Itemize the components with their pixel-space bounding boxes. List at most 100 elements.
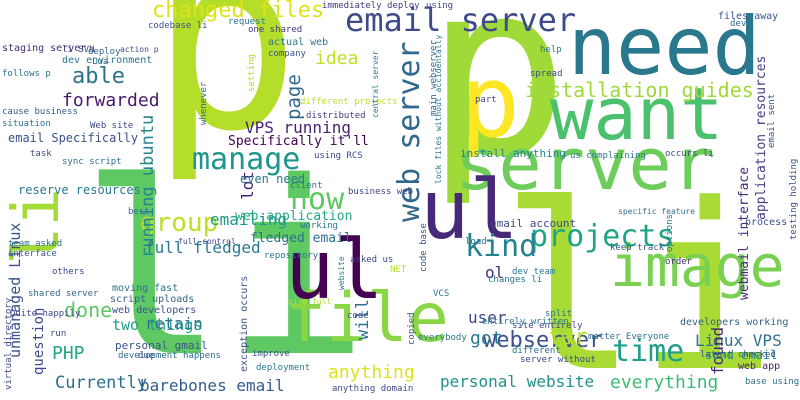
cloud-word: shared server bbox=[28, 289, 99, 299]
cloud-word: running ubuntu bbox=[138, 114, 158, 258]
cloud-word: fledged email bbox=[250, 231, 352, 246]
cloud-word: able bbox=[72, 64, 125, 89]
cloud-word: exception occurs bbox=[239, 275, 250, 372]
cloud-word: server bbox=[455, 122, 716, 206]
cloud-word: dev environment bbox=[62, 55, 153, 66]
cloud-word: email Specifically bbox=[8, 131, 139, 145]
cloud-word: specific feature bbox=[618, 207, 696, 216]
cloud-word: interface bbox=[8, 249, 57, 259]
cloud-word: p bbox=[425, 0, 570, 210]
cloud-word: VCS bbox=[433, 289, 450, 299]
cloud-word: task bbox=[30, 149, 52, 159]
cloud-word: website bbox=[337, 256, 346, 290]
cloud-word: PHP bbox=[52, 343, 85, 364]
cloud-word: repository bbox=[264, 251, 319, 261]
cloud-word: Web site bbox=[90, 121, 134, 131]
cloud-word: action p bbox=[120, 45, 159, 54]
cloud-word: keep track bbox=[610, 243, 665, 253]
cloud-word: virtual directory bbox=[4, 297, 14, 390]
cloud-word: different bbox=[512, 346, 561, 356]
cloud-word: give full bbox=[288, 297, 332, 306]
cloud-word: anything domain bbox=[332, 384, 414, 394]
cloud-word: process bbox=[745, 217, 788, 228]
cloud-word: team asked bbox=[8, 239, 63, 249]
cloud-word: dev bbox=[730, 19, 747, 29]
cloud-word: client bbox=[290, 181, 323, 191]
cloud-word: need bbox=[568, 0, 761, 93]
cloud-word: sync script bbox=[62, 157, 122, 167]
cloud-word: anything bbox=[328, 362, 415, 383]
cloud-word: manage bbox=[192, 142, 301, 177]
cloud-word: changes li bbox=[488, 275, 543, 285]
cloud-word: one shared bbox=[248, 25, 303, 35]
cloud-word: entirely written bbox=[482, 317, 569, 327]
cloud-word: barebones email bbox=[140, 376, 285, 395]
cloud-word: cause business bbox=[2, 107, 78, 117]
cloud-word: others bbox=[52, 267, 85, 277]
cloud-word: moving fast bbox=[112, 283, 179, 294]
cloud-word: part bbox=[475, 95, 497, 105]
cloud-word: ol bbox=[485, 263, 505, 282]
cloud-word: two things bbox=[112, 316, 203, 334]
cloud-word: deployment bbox=[256, 363, 311, 373]
cloud-word: NET bbox=[390, 265, 407, 275]
cloud-word: follows p bbox=[2, 69, 51, 79]
cloud-word: p bbox=[460, 43, 521, 160]
cloud-word: ul bbox=[420, 163, 519, 258]
cloud-word: best bbox=[128, 207, 150, 217]
cloud-word: setting bbox=[247, 54, 257, 92]
cloud-word: lock files without accidentally bbox=[434, 34, 443, 184]
cloud-word: Currently bbox=[55, 373, 148, 393]
cloud-word: now bbox=[290, 182, 345, 217]
cloud-word: Quite happily bbox=[10, 309, 81, 319]
cloud-word: spread bbox=[530, 69, 563, 79]
cloud-word: order bbox=[665, 257, 693, 267]
cloud-word: whenever bbox=[199, 81, 209, 125]
cloud-word: li bbox=[80, 130, 369, 400]
cloud-word: deploy bbox=[88, 47, 121, 57]
cloud-word: actual web bbox=[268, 37, 329, 48]
cloud-word: dev team bbox=[512, 267, 556, 277]
cloud-word: retain bbox=[145, 314, 203, 333]
cloud-word: email sent bbox=[767, 93, 777, 148]
cloud-word: site entirely bbox=[512, 321, 583, 331]
cloud-word: different projects bbox=[300, 97, 398, 107]
cloud-word: webserver bbox=[483, 328, 603, 353]
cloud-word: want bbox=[550, 72, 724, 156]
cloud-word: developers working bbox=[680, 317, 789, 328]
cloud-word: gmail account bbox=[490, 217, 577, 230]
cloud-word: due bbox=[138, 351, 155, 361]
cloud-word: install anything bbox=[460, 147, 566, 160]
cloud-word: distributed bbox=[306, 111, 366, 121]
cloud-word: everybody bbox=[418, 333, 467, 343]
cloud-word: help bbox=[540, 45, 562, 55]
cloud-word: matter Everyone bbox=[588, 332, 670, 342]
cloud-word: using RCS bbox=[314, 151, 363, 161]
cloud-word: asked us bbox=[350, 255, 394, 265]
cloud-word: latest checked bbox=[700, 350, 776, 360]
cloud-word: webmail interface bbox=[737, 166, 752, 300]
cloud-word: request bbox=[228, 17, 266, 27]
cloud-word: immediately deploy bbox=[322, 1, 420, 11]
cloud-word: emailing bbox=[210, 210, 288, 229]
cloud-word: VPS running bbox=[245, 118, 351, 137]
cloud-word: changed files bbox=[152, 0, 325, 23]
cloud-word: business web bbox=[348, 187, 414, 197]
cloud-word: improve bbox=[252, 349, 290, 359]
cloud-word: copied bbox=[407, 312, 417, 345]
cloud-word: ul bbox=[285, 223, 384, 318]
cloud-word: full control bbox=[178, 237, 236, 246]
cloud-word: development happens bbox=[118, 351, 221, 361]
cloud-word: using bbox=[426, 1, 454, 11]
cloud-word: far bbox=[548, 325, 588, 350]
cloud-word: staging server bbox=[2, 43, 87, 54]
cloud-word: everything bbox=[610, 372, 719, 393]
cloud-word: forwarded bbox=[62, 90, 160, 111]
cloud-word: web app bbox=[738, 361, 781, 372]
cloud-word: p bbox=[150, 0, 301, 186]
cloud-word: company bbox=[268, 49, 306, 59]
cloud-word: done bbox=[64, 298, 113, 322]
cloud-word: full fledged bbox=[145, 238, 261, 257]
cloud-word: li SVN bbox=[62, 45, 95, 55]
cloud-word: split bbox=[545, 309, 573, 319]
